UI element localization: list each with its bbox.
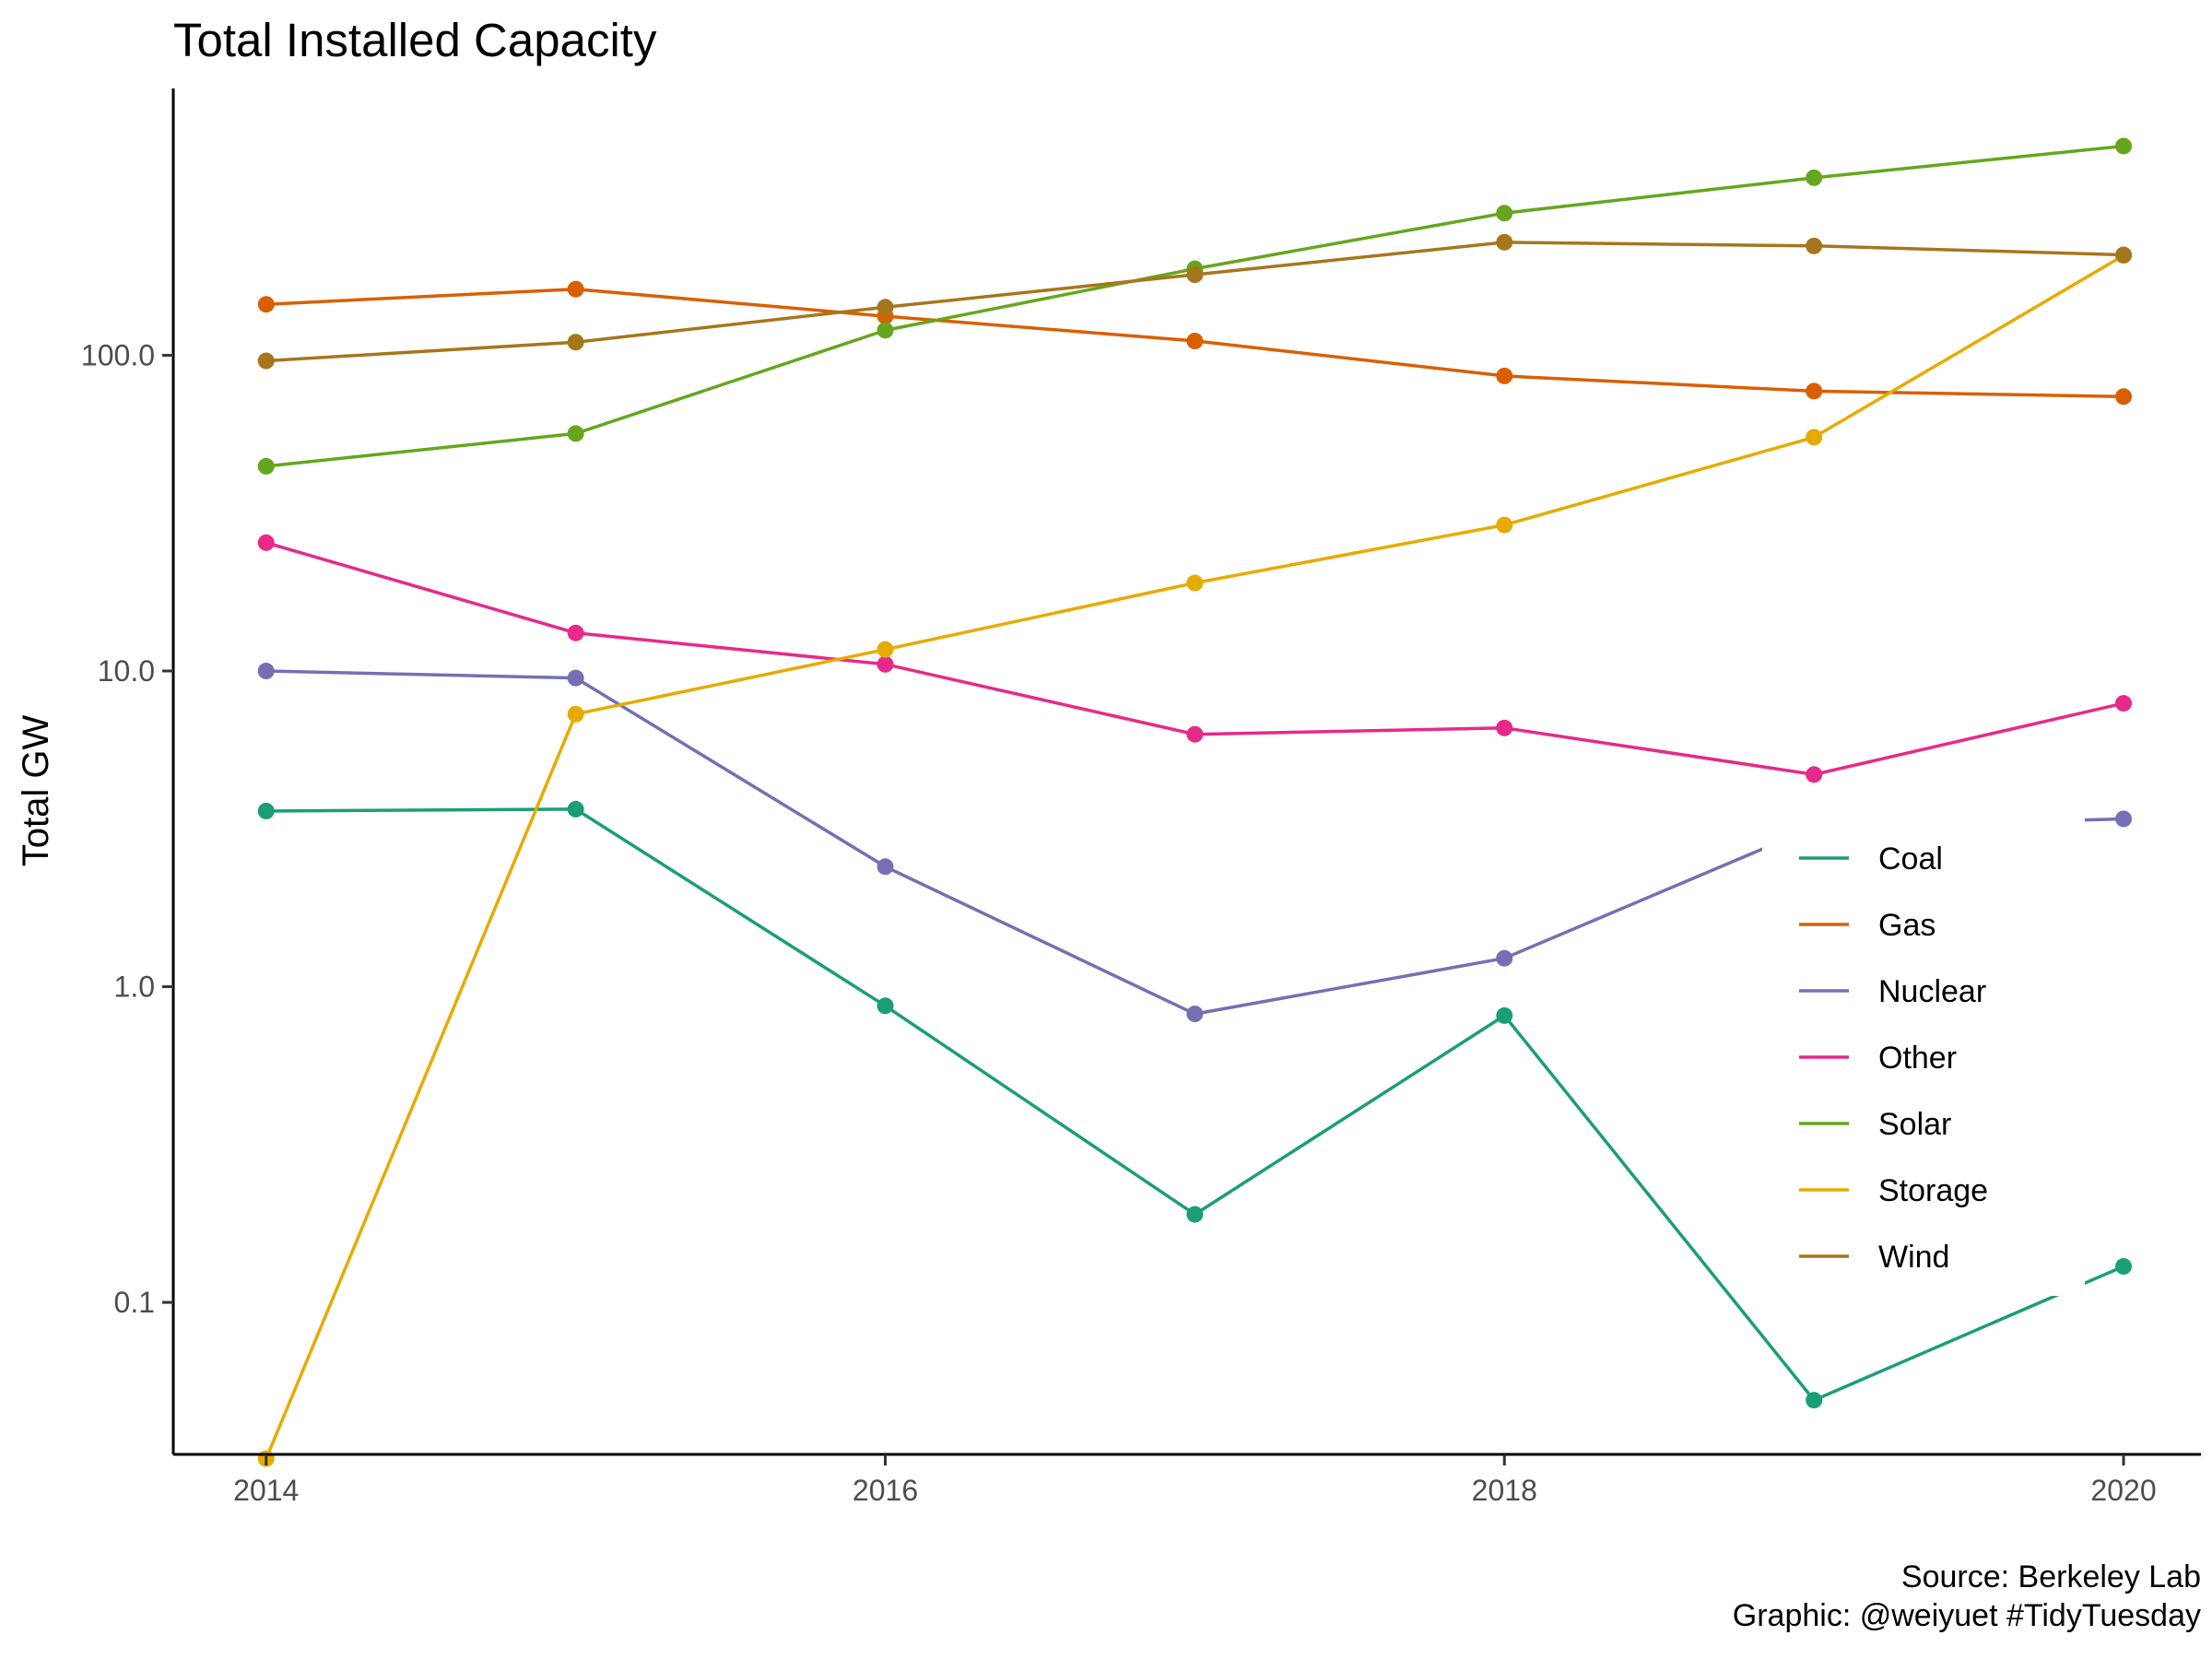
y-tick-label: 100.0 (81, 338, 155, 371)
caption-source: Source: Berkeley Lab (1900, 1559, 2201, 1594)
data-point-gas (1186, 332, 1204, 349)
x-tick-label: 2016 (853, 1474, 918, 1507)
data-point-other (1806, 766, 1823, 783)
series-points (257, 137, 2133, 1467)
data-point-nuclear (1496, 949, 1513, 967)
data-point-solar (567, 425, 584, 442)
data-point-gas (567, 280, 584, 298)
y-axis-title: Total GW (16, 715, 56, 867)
data-point-gas (1496, 367, 1513, 384)
data-point-coal (257, 802, 275, 819)
data-point-coal (1186, 1206, 1204, 1223)
data-point-coal (567, 800, 584, 818)
data-point-nuclear (2115, 810, 2133, 828)
data-point-gas (257, 296, 275, 313)
y-tick-label: 1.0 (114, 971, 155, 1004)
data-point-other (1186, 725, 1204, 743)
data-point-storage (1186, 574, 1204, 592)
data-point-other (877, 655, 894, 673)
data-point-coal (2115, 1258, 2133, 1276)
y-axis-ticks: 0.1 1.0 10.0 100.0 (81, 338, 173, 1319)
data-point-coal (1806, 1392, 1823, 1409)
data-point-solar (257, 457, 275, 475)
chart-caption: Source: Berkeley Lab Graphic: @weiyuet #… (1733, 1558, 2201, 1635)
data-point-storage (1806, 429, 1823, 446)
x-tick-label: 2020 (2090, 1474, 2156, 1507)
y-tick-label: 0.1 (114, 1286, 155, 1319)
data-point-solar (1496, 205, 1513, 222)
legend-background (1762, 798, 2085, 1296)
x-tick-label: 2014 (233, 1474, 299, 1507)
legend-label-storage: Storage (1878, 1173, 1988, 1208)
data-point-solar (1806, 169, 1823, 186)
data-point-storage (877, 641, 894, 658)
legend-label-gas: Gas (1878, 908, 1936, 943)
data-point-wind (1496, 233, 1513, 251)
data-point-gas (1806, 382, 1823, 400)
data-point-nuclear (257, 663, 275, 680)
x-axis-ticks: 2014 2016 2018 2020 (233, 1454, 2157, 1507)
data-point-wind (877, 299, 894, 316)
data-point-storage (1496, 516, 1513, 534)
chart-title: Total Installed Capacity (173, 14, 657, 66)
x-tick-label: 2018 (1472, 1474, 1537, 1507)
caption-credit: Graphic: @weiyuet #TidyTuesday (1732, 1598, 2201, 1633)
legend-label-wind: Wind (1878, 1240, 1949, 1275)
data-point-wind (2115, 246, 2133, 264)
legend-label-nuclear: Nuclear (1878, 974, 1986, 1009)
data-point-wind (1806, 237, 1823, 254)
data-point-nuclear (1186, 1006, 1204, 1023)
data-point-wind (567, 334, 584, 351)
data-point-nuclear (567, 669, 584, 687)
data-point-nuclear (877, 858, 894, 876)
data-point-coal (877, 997, 894, 1015)
data-point-solar (877, 322, 894, 339)
legend-label-solar: Solar (1878, 1107, 1951, 1142)
data-point-storage (567, 705, 584, 723)
data-point-other (2115, 695, 2133, 712)
data-point-solar (2115, 137, 2133, 155)
data-point-other (1496, 719, 1513, 736)
data-point-coal (1496, 1006, 1513, 1024)
legend-label-other: Other (1878, 1041, 1957, 1076)
data-point-other (257, 534, 275, 551)
legend: Coal Gas Nuclear Other Solar Storage Wind (1762, 798, 2085, 1296)
legend-label-coal: Coal (1878, 841, 1943, 877)
data-point-wind (1186, 266, 1204, 284)
data-point-wind (257, 352, 275, 370)
data-point-gas (2115, 388, 2133, 406)
data-point-other (567, 624, 584, 641)
y-tick-label: 10.0 (98, 654, 155, 688)
